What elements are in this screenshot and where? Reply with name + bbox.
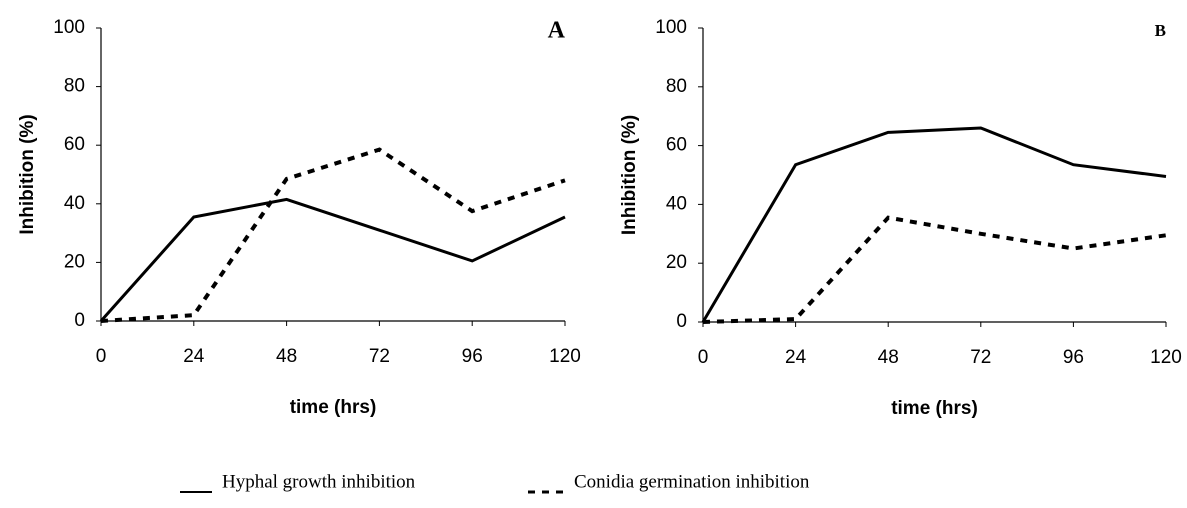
y-tick-label: 100	[53, 17, 85, 38]
legend-label: Hyphal growth inhibition	[222, 471, 416, 492]
x-tick-label: 96	[1063, 347, 1084, 368]
y-tick-label: 80	[666, 76, 687, 97]
y-tick-label: 60	[64, 134, 85, 155]
x-axis-label: time (hrs)	[290, 397, 377, 418]
data-line	[701, 126, 1167, 323]
x-tick-label: 72	[369, 346, 390, 367]
chart-title: A	[548, 18, 566, 44]
x-tick-label: 120	[549, 346, 581, 367]
y-axis-label: Inhibition (%)	[619, 115, 640, 235]
data-line	[100, 147, 566, 323]
y-tick-label: 40	[666, 193, 687, 214]
data-line	[99, 197, 566, 322]
y-tick-label: 0	[74, 310, 85, 331]
y-tick-label: 80	[64, 76, 85, 97]
y-tick-label: 60	[666, 135, 687, 156]
x-tick-label: 48	[878, 347, 899, 368]
x-tick-label: 24	[785, 347, 807, 368]
x-tick-label: 120	[1150, 347, 1182, 368]
x-tick-label: 24	[183, 346, 205, 367]
x-tick-label: 0	[96, 346, 107, 367]
x-tick-label: 72	[970, 347, 991, 368]
y-tick-label: 20	[666, 252, 687, 273]
x-tick-label: 48	[276, 346, 297, 367]
y-tick-label: 20	[64, 251, 85, 272]
y-axis-label: Inhibition (%)	[17, 114, 38, 234]
x-tick-label: 96	[462, 346, 483, 367]
chart-title: B	[1155, 21, 1166, 40]
data-line	[702, 215, 1167, 324]
y-tick-label: 0	[676, 311, 687, 332]
x-tick-label: 0	[698, 347, 709, 368]
x-axis-label: time (hrs)	[891, 398, 978, 419]
y-tick-label: 40	[64, 193, 85, 214]
legend-label: Conidia germination inhibition	[574, 471, 810, 492]
y-tick-label: 100	[655, 17, 687, 38]
